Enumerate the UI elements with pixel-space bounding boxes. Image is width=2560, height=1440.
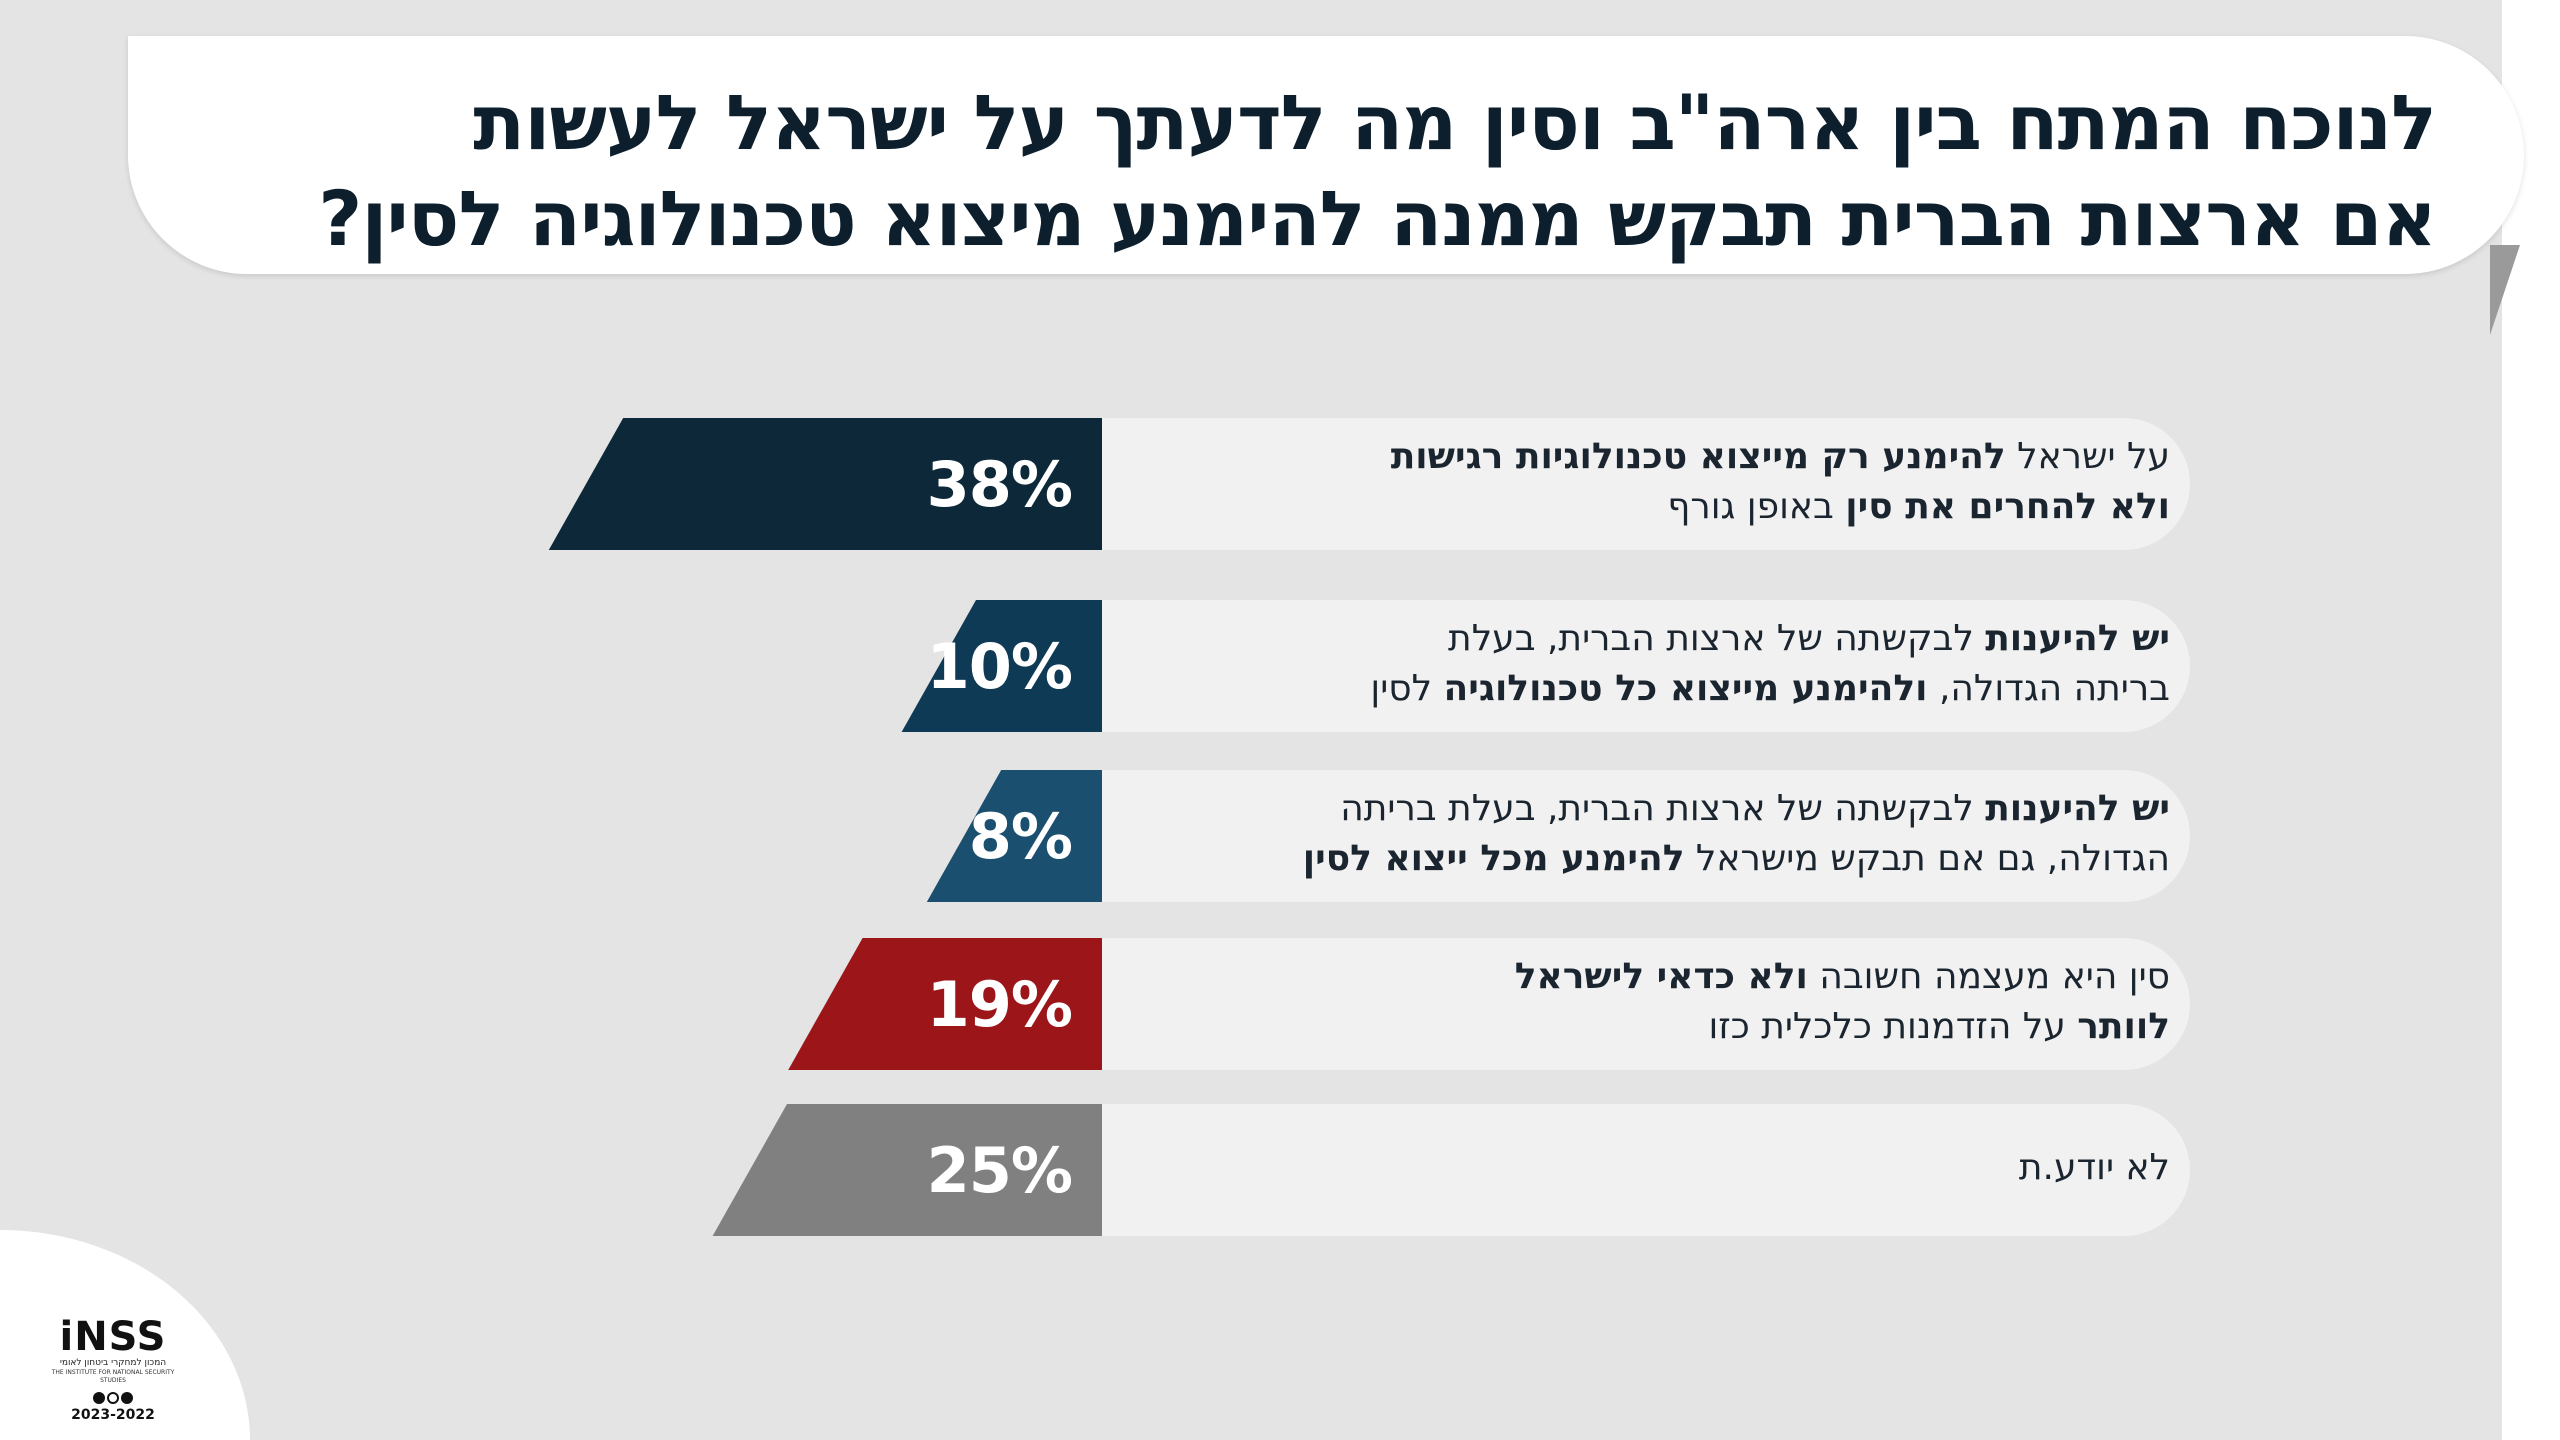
logo-subtitle-english: THE INSTITUTE FOR NATIONAL SECURITY STUD…: [51, 1369, 175, 1384]
label-segment: סין היא מעצמה חשובה: [1807, 956, 2170, 997]
bar-label-pill: [1102, 938, 2190, 1070]
bar-label-pill: [1102, 600, 2190, 732]
bar-category-label-line: לא יודע.ת: [2019, 1143, 2170, 1193]
label-segment: בריתה הגדולה,: [1927, 668, 2170, 709]
label-segment: לוותר: [2077, 1006, 2170, 1047]
label-segment: באופן גורף: [1667, 486, 1846, 527]
label-segment: להימנע מכל ייצוא לסין: [1302, 838, 1685, 879]
bar-value-label: 8%: [968, 800, 1073, 873]
bar-value-label: 10%: [926, 630, 1073, 703]
bar-category-label: סין היא מעצמה חשובה ולא כדאי לישראל לוותר…: [1515, 952, 2170, 1052]
bar-value-label: 38%: [926, 448, 1073, 521]
label-segment: ולא להחרים את סין: [1845, 486, 2170, 527]
bar-category-label-line: לוותר על הזדמנות כלכלית כזו: [1515, 1002, 2170, 1052]
label-segment: ולהימנע מייצוא כל טכנולוגיה: [1443, 668, 1928, 709]
bar-shape: [548, 418, 1102, 550]
bar-category-label-line: על ישראל להימנע רק מייצוא טכנולוגיות רגי…: [1391, 432, 2170, 482]
label-segment: לסין: [1370, 668, 1444, 709]
label-segment: על ישראל: [2005, 436, 2170, 477]
label-segment: הגדולה, גם אם תבקש מישראל: [1684, 838, 2170, 879]
bar-shape: [712, 1104, 1102, 1236]
label-segment: על הזדמנות כלכלית כזו: [1708, 1006, 2078, 1047]
bar-category-label-line: בריתה הגדולה, ולהימנע מייצוא כל טכנולוגי…: [1370, 664, 2170, 714]
bar-category-label: יש להיענות לבקשתה של ארצות הברית, בעלת בר…: [1370, 614, 2170, 714]
bar-category-label-line: הגדולה, גם אם תבקש מישראל להימנע מכל ייצ…: [1303, 834, 2170, 884]
logo-years: 2023-2022: [71, 1407, 155, 1423]
bar-category-label-line: סין היא מעצמה חשובה ולא כדאי לישראל: [1515, 952, 2170, 1002]
bar-value-label: 19%: [926, 968, 1073, 1041]
bar-category-label: יש להיענות לבקשתה של ארצות הברית, בעלת ב…: [1303, 784, 2170, 884]
label-segment: יש להיענות: [1985, 618, 2170, 659]
bar-shape: [901, 600, 1102, 732]
header-fold: [2490, 245, 2520, 335]
chart-title-line-1: לנוכח המתח בין ארה"ב וסין מה לדעתך על יש…: [473, 78, 2437, 167]
chart-title-line-2: אם ארצות הברית תבקש ממנה להימנע מיצוא טכ…: [318, 174, 2437, 263]
bar-label-pill: [1102, 1104, 2190, 1236]
bar-category-label: על ישראל להימנע רק מייצוא טכנולוגיות רגי…: [1391, 432, 2170, 532]
inss-logo: iNSS המכון למחקרי ביטחון לאומי THE INSTI…: [48, 1316, 178, 1426]
logo-subtitle-hebrew: המכון למחקרי ביטחון לאומי: [59, 1358, 167, 1368]
label-segment: יש להיענות: [1985, 788, 2170, 829]
title-banner: לנוכח המתח בין ארה"ב וסין מה לדעתך על יש…: [128, 36, 2524, 274]
label-segment: לבקשתה של ארצות הברית, בעלת: [1448, 618, 1986, 659]
label-segment: ולא כדאי לישראל: [1514, 956, 1808, 997]
label-segment: להימנע רק מייצוא טכנולוגיות רגישות: [1390, 436, 2006, 477]
bar-label-pill: [1102, 770, 2190, 902]
bar-shape: [788, 938, 1102, 1070]
bar-shape: [926, 770, 1102, 902]
bar-label-pill: [1102, 418, 2190, 550]
bar-category-label-line: ולא להחרים את סין באופן גורף: [1391, 482, 2170, 532]
label-segment: לבקשתה של ארצות הברית, בעלת בריתה: [1340, 788, 1986, 829]
logo-dots-icon: [48, 1387, 178, 1404]
label-segment: לא יודע.ת: [2018, 1147, 2170, 1188]
logo-wordmark: iNSS: [59, 1314, 167, 1360]
bar-value-label: 25%: [926, 1134, 1073, 1207]
bar-category-label-line: יש להיענות לבקשתה של ארצות הברית, בעלת ב…: [1303, 784, 2170, 834]
bar-category-label: לא יודע.ת: [2019, 1143, 2170, 1193]
bar-category-label-line: יש להיענות לבקשתה של ארצות הברית, בעלת: [1370, 614, 2170, 664]
